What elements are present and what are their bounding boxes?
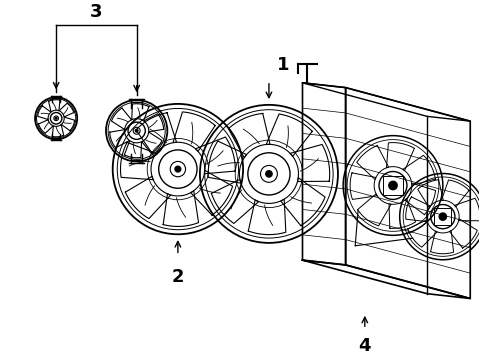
Circle shape xyxy=(175,166,181,172)
Text: 3: 3 xyxy=(90,4,102,22)
Circle shape xyxy=(135,130,138,132)
Circle shape xyxy=(438,213,446,220)
Text: 2: 2 xyxy=(171,268,184,286)
Circle shape xyxy=(265,171,271,177)
Text: 1: 1 xyxy=(277,56,289,74)
Circle shape xyxy=(388,181,396,190)
Circle shape xyxy=(55,117,57,119)
Text: 4: 4 xyxy=(358,337,370,355)
